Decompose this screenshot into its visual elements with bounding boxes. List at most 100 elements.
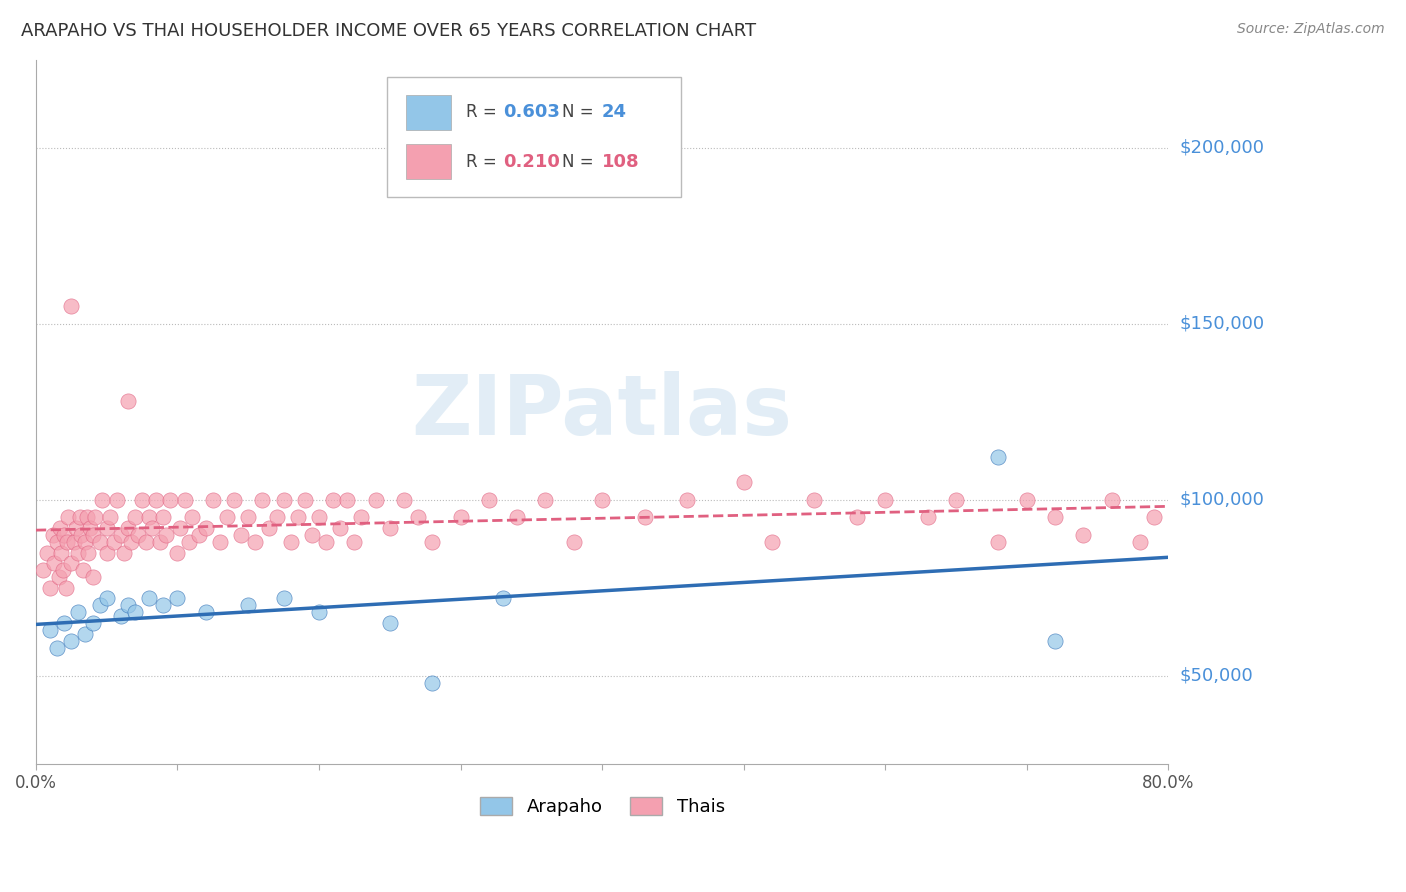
Point	[273, 492, 295, 507]
Point	[273, 591, 295, 606]
Point	[67, 606, 90, 620]
Point	[187, 528, 209, 542]
Point	[138, 510, 160, 524]
Point	[301, 528, 323, 542]
Point	[478, 492, 501, 507]
Point	[145, 492, 167, 507]
Point	[343, 535, 366, 549]
Point	[117, 599, 139, 613]
Point	[75, 626, 97, 640]
Point	[124, 510, 146, 524]
Point	[69, 510, 91, 524]
Point	[231, 528, 253, 542]
Point	[378, 521, 401, 535]
Point	[53, 528, 76, 542]
Point	[124, 606, 146, 620]
Point	[987, 535, 1010, 549]
Point	[1043, 510, 1066, 524]
Point	[392, 492, 415, 507]
Point	[166, 545, 188, 559]
Point	[845, 510, 868, 524]
Point	[406, 510, 429, 524]
Point	[180, 510, 202, 524]
Point	[82, 615, 104, 630]
Point	[32, 563, 55, 577]
Text: 24: 24	[602, 103, 627, 121]
Point	[208, 535, 231, 549]
Point	[201, 492, 224, 507]
Point	[117, 394, 139, 409]
Point	[131, 492, 153, 507]
Point	[287, 510, 309, 524]
FancyBboxPatch shape	[406, 95, 451, 130]
Point	[96, 591, 118, 606]
Point	[48, 570, 70, 584]
Point	[89, 535, 111, 549]
Point	[173, 492, 195, 507]
Text: 0.603: 0.603	[503, 103, 561, 121]
Point	[308, 606, 330, 620]
Point	[177, 535, 200, 549]
Text: 108: 108	[602, 153, 640, 170]
Text: $200,000: $200,000	[1180, 138, 1264, 157]
Point	[82, 570, 104, 584]
Legend: Arapaho, Thais: Arapaho, Thais	[471, 788, 734, 825]
Point	[562, 535, 585, 549]
Point	[75, 535, 97, 549]
Point	[803, 492, 825, 507]
Point	[875, 492, 897, 507]
Text: $50,000: $50,000	[1180, 667, 1253, 685]
Point	[138, 591, 160, 606]
Point	[103, 535, 125, 549]
Point	[65, 521, 87, 535]
Text: 0.210: 0.210	[503, 153, 561, 170]
Point	[1071, 528, 1094, 542]
Point	[49, 521, 72, 535]
Point	[1015, 492, 1038, 507]
Point	[1143, 510, 1166, 524]
Point	[60, 556, 83, 570]
Point	[76, 510, 98, 524]
Point	[135, 535, 157, 549]
Point	[534, 492, 557, 507]
Point	[79, 521, 101, 535]
Point	[96, 521, 118, 535]
Point	[420, 535, 443, 549]
Text: R =: R =	[467, 153, 502, 170]
Point	[1129, 535, 1152, 549]
Point	[266, 510, 288, 524]
Point	[322, 492, 344, 507]
Point	[42, 528, 65, 542]
Point	[315, 535, 337, 549]
Point	[166, 591, 188, 606]
Point	[149, 535, 172, 549]
Point	[336, 492, 359, 507]
Point	[492, 591, 515, 606]
Point	[506, 510, 529, 524]
Point	[252, 492, 274, 507]
Point	[761, 535, 783, 549]
Point	[215, 510, 238, 524]
Point	[159, 492, 181, 507]
Point	[46, 535, 69, 549]
Point	[55, 581, 77, 595]
Point	[152, 599, 174, 613]
Point	[60, 633, 83, 648]
Point	[105, 492, 128, 507]
Point	[294, 492, 316, 507]
FancyBboxPatch shape	[387, 78, 682, 197]
Text: R =: R =	[467, 103, 502, 121]
Point	[98, 510, 121, 524]
Point	[945, 492, 967, 507]
Point	[364, 492, 387, 507]
Point	[591, 492, 613, 507]
Point	[280, 535, 302, 549]
Point	[67, 545, 90, 559]
Point	[238, 599, 260, 613]
Point	[72, 563, 94, 577]
Point	[77, 545, 100, 559]
Point	[70, 528, 93, 542]
Point	[127, 528, 149, 542]
Point	[58, 510, 80, 524]
Point	[917, 510, 939, 524]
